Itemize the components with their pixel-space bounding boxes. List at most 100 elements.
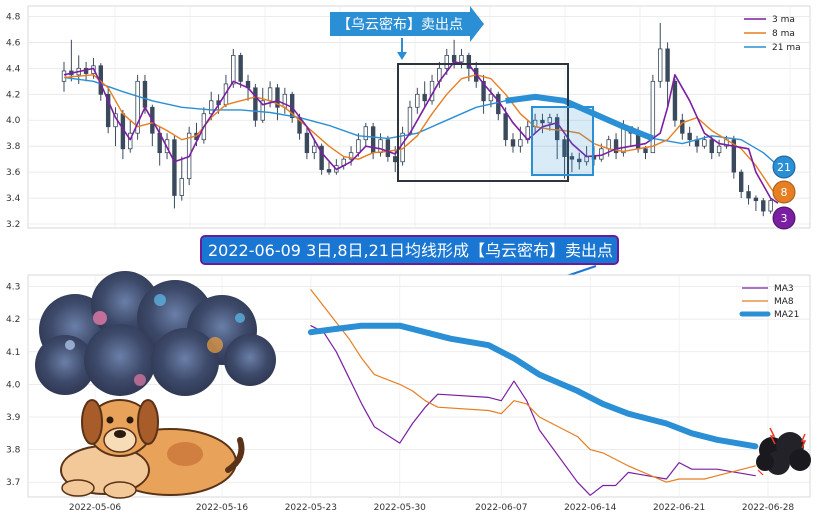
top-banner-pointer-head bbox=[397, 52, 407, 60]
top-banner: 【乌云密布】卖出点 bbox=[330, 6, 484, 60]
bottom-x-tick-label: 2022-05-30 bbox=[374, 503, 427, 513]
candle-body bbox=[415, 93, 420, 108]
candle-body bbox=[768, 200, 773, 212]
candle-body bbox=[253, 87, 258, 121]
legend-label-21ma: 21 ma bbox=[772, 43, 801, 53]
candle-body bbox=[547, 117, 553, 124]
candle-body bbox=[613, 139, 619, 154]
candle-body bbox=[319, 145, 324, 170]
top-y-tick-label: 4.6 bbox=[6, 38, 21, 48]
pattern-highlight-box bbox=[397, 63, 569, 182]
candle-body bbox=[687, 132, 692, 141]
top-y-tick-label: 4.4 bbox=[6, 64, 21, 74]
series-line-ma3 bbox=[310, 325, 756, 496]
candle-body bbox=[393, 156, 398, 163]
bottom-y-tick-label: 3.7 bbox=[6, 478, 20, 488]
candle-body bbox=[746, 191, 751, 199]
candle-body bbox=[702, 139, 707, 147]
candle-body bbox=[569, 156, 575, 160]
candle-body bbox=[554, 117, 560, 141]
candle-body bbox=[658, 48, 663, 82]
candle-body bbox=[128, 132, 133, 150]
bottom-x-ticks: 2022-05-06 2022-05-16 2022-05-23 2022-05-30… bbox=[69, 503, 795, 513]
signal-highlight-box bbox=[531, 106, 594, 176]
candle-body bbox=[105, 93, 111, 128]
candle-body bbox=[459, 54, 464, 63]
candle-body bbox=[466, 54, 472, 69]
mid-banner-text: 2022-06-09 3日,8日,21日均线形成【乌云密布】卖出点 bbox=[208, 241, 613, 260]
mid-banner-box bbox=[200, 235, 619, 265]
candle-body bbox=[761, 200, 766, 212]
mid-banner: 2022-06-09 3日,8日,21日均线形成【乌云密布】卖出点 bbox=[200, 235, 619, 284]
badge-21 bbox=[772, 155, 796, 179]
bottom-x-tick-label: 2022-06-07 bbox=[475, 503, 527, 513]
legend-label-ma21: MA21 bbox=[774, 310, 799, 320]
series-line-ma8 bbox=[310, 289, 756, 483]
bottom-y-tick-label: 4.3 bbox=[6, 283, 20, 293]
candle-body bbox=[753, 197, 759, 202]
bottom-x-tick-label: 2022-05-16 bbox=[196, 503, 249, 513]
candle-body bbox=[562, 139, 567, 157]
candle-body bbox=[348, 152, 354, 160]
ma8-line bbox=[63, 74, 779, 199]
bottom-legend: MA3 MA8 MA21 bbox=[739, 284, 799, 320]
bottom-y-tick-label: 3.9 bbox=[6, 413, 21, 423]
bottom-x-tick-label: 2022-05-06 bbox=[69, 503, 122, 513]
ma3-line bbox=[63, 61, 779, 204]
candle-body bbox=[444, 54, 449, 69]
legend-label-3ma: 3 ma bbox=[772, 15, 795, 25]
candle-body bbox=[510, 139, 516, 147]
bottom-y-tick-label: 4.1 bbox=[6, 348, 20, 358]
badge-8-label: 8 bbox=[781, 186, 788, 199]
bottom-y-tick-label: 4.2 bbox=[6, 315, 20, 325]
candle-body bbox=[518, 139, 523, 147]
top-y-tick-label: 3.4 bbox=[6, 194, 21, 204]
top-y-tick-label: 4.8 bbox=[6, 12, 21, 22]
candle-body bbox=[312, 145, 317, 154]
series-line-ma21 bbox=[307, 322, 759, 450]
ma21-line bbox=[63, 76, 779, 167]
candle-body bbox=[540, 119, 545, 124]
candle-body bbox=[304, 132, 310, 154]
badge-8 bbox=[772, 180, 796, 204]
candle-body bbox=[422, 93, 427, 102]
candle-body bbox=[385, 139, 391, 157]
candle-body bbox=[267, 87, 273, 102]
candle-body bbox=[260, 100, 265, 121]
badge-3-label: 3 bbox=[781, 212, 788, 225]
candle-body bbox=[370, 126, 376, 154]
candle-body bbox=[209, 100, 214, 115]
top-y-tick-label: 3.8 bbox=[6, 142, 21, 152]
bottom-ma-lines bbox=[307, 289, 759, 496]
candle-body bbox=[172, 139, 177, 196]
dog-illustration bbox=[60, 399, 245, 499]
candle-body bbox=[356, 139, 361, 154]
candle-body bbox=[643, 148, 648, 154]
candle-body bbox=[738, 171, 744, 192]
top-banner-arrow-shape bbox=[330, 6, 484, 42]
candle-body bbox=[665, 48, 670, 82]
candle-body bbox=[621, 126, 626, 154]
candle-body bbox=[61, 70, 67, 82]
top-y-tick-label: 3.6 bbox=[6, 168, 21, 178]
bottom-y-tick-label: 4.0 bbox=[6, 380, 21, 390]
small-storm-cloud-icon bbox=[756, 427, 811, 476]
legend-label-ma8: MA8 bbox=[774, 297, 794, 307]
candle-body bbox=[672, 80, 678, 121]
candle-body bbox=[503, 113, 508, 141]
badge-3 bbox=[772, 206, 796, 230]
candle-body bbox=[135, 80, 140, 134]
bottom-x-tick-label: 2022-06-14 bbox=[564, 503, 617, 513]
bottom-x-tick-label: 2022-06-21 bbox=[653, 503, 705, 513]
candle-body bbox=[488, 93, 494, 102]
candle-body bbox=[275, 87, 280, 108]
legend-label-8ma: 8 ma bbox=[772, 29, 795, 39]
candle-body bbox=[716, 145, 722, 154]
candle-body bbox=[378, 139, 383, 154]
candle-body bbox=[179, 178, 184, 196]
candle-body bbox=[363, 126, 368, 141]
legend-label-ma3: MA3 bbox=[774, 284, 794, 294]
candle-body bbox=[326, 169, 332, 173]
top-y-tick-label: 4.2 bbox=[6, 90, 20, 100]
